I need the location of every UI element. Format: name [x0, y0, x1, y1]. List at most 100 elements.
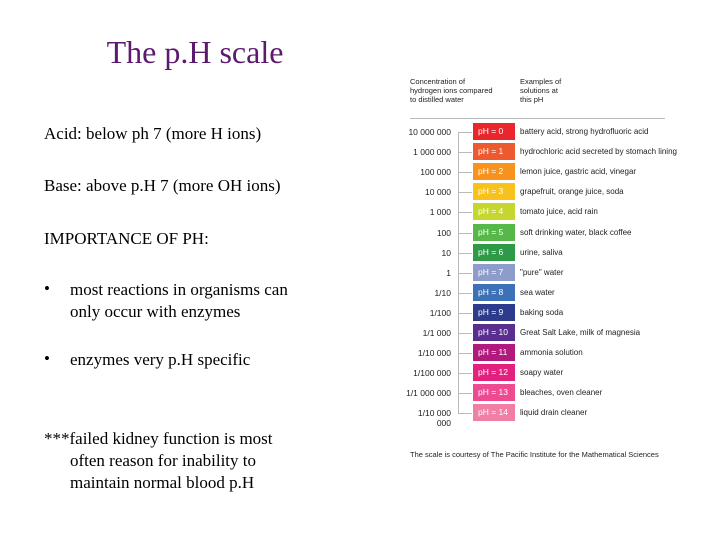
concentration-value: 10 000: [425, 187, 451, 198]
ph-row: 1 000 000 pH = 1 hydrochloric acid secrete…: [405, 142, 677, 162]
row-connector: [458, 152, 472, 154]
bullet-dot: •: [44, 349, 50, 368]
ph-row: 1 pH = 7 "pure" water: [405, 263, 665, 283]
note-line: ***failed kidney function is most: [44, 429, 273, 448]
bullet-line: only occur with enzymes: [70, 302, 241, 321]
kidney-note: ***failed kidney function is most often …: [44, 428, 273, 494]
ph-swatch: pH = 7: [473, 263, 515, 281]
example-solution: grapefruit, orange juice, soda: [520, 187, 624, 197]
ph-swatch: pH = 2: [473, 163, 515, 181]
row-connector: [458, 353, 472, 355]
importance-heading: IMPORTANCE OF PH:: [44, 229, 209, 248]
concentration-value: 1: [446, 267, 451, 278]
concentration-value: 1/100: [429, 307, 451, 318]
row-connector: [458, 333, 472, 334]
example-solution: lemon juice, gastric acid, vinegar: [520, 167, 637, 177]
ph-row: 1/10 pH = 8 sea water: [405, 283, 665, 303]
concentration-value: 1/10: [434, 287, 451, 298]
example-solution: "pure" water: [520, 267, 564, 277]
note-line: maintain normal blood p.H: [70, 473, 255, 492]
example-solution: battery acid, strong hydrofluoric acid: [520, 127, 649, 136]
concentration-value: 10 000 000: [408, 127, 451, 137]
example-solution: liquid drain cleaner: [520, 408, 588, 418]
ph-swatch: pH = 0: [473, 123, 515, 140]
ph-row: 1 000 pH = 4 tomato juice, acid rain: [405, 202, 665, 222]
concentration-value: 1/10 000 000: [417, 408, 451, 429]
header-line: hydrogen ions compared: [410, 86, 493, 95]
row-connector: [458, 373, 472, 375]
example-solution: urine, saliva: [520, 247, 563, 257]
base-definition: Base: above p.H 7 (more OH ions): [44, 175, 281, 197]
ph-swatch: pH = 12: [473, 364, 515, 382]
note-line: often reason for inability to: [70, 451, 257, 470]
row-connector: [458, 192, 472, 194]
ph-swatch: pH = 5: [473, 223, 515, 241]
acid-label: Acid: [44, 124, 78, 143]
concentration-value: 1/1 000 000: [406, 388, 451, 399]
ph-swatch: pH = 1: [473, 143, 515, 161]
acid-definition: Acid: below ph 7 (more H ions): [44, 123, 261, 145]
row-connector: [458, 172, 472, 174]
example-solution: hydrochloric acid secreted by stomach li…: [520, 147, 677, 157]
ph-row: 1/1 000 000 pH = 13 bleaches, oven cleaner: [405, 383, 665, 403]
chart-header-examples: Examples of solutions at this pH: [520, 77, 561, 104]
chart-credit: The scale is courtesy of The Pacific Ins…: [410, 450, 659, 459]
header-line: Examples of: [520, 77, 562, 86]
row-connector: [458, 413, 472, 415]
base-label: Base: [44, 176, 78, 195]
row-connector: [458, 132, 472, 133]
slide-title: The p.H scale: [106, 34, 284, 70]
ph-swatch: pH = 14: [473, 404, 515, 422]
ph-swatch: pH = 4: [473, 203, 515, 221]
row-connector: [458, 393, 472, 395]
row-connector: [458, 212, 472, 214]
row-connector: [458, 232, 472, 234]
example-solution: baking soda: [520, 307, 564, 317]
header-line: solutions at: [520, 86, 558, 95]
scale-bracket: [458, 132, 465, 414]
row-connector: [458, 292, 472, 294]
ph-row: 10 000 pH = 3 grapefruit, orange juice, so…: [405, 182, 665, 202]
ph-swatch: pH = 9: [473, 303, 515, 321]
ph-row: 1/100 pH = 9 baking soda: [405, 303, 665, 323]
ph-swatch: pH = 13: [473, 384, 515, 402]
ph-swatch: pH = 6: [473, 243, 515, 261]
concentration-value: 100: [436, 227, 451, 238]
bullet-dot: •: [44, 279, 50, 298]
example-solution: ammonia solution: [520, 348, 583, 358]
concentration-value: 100 000: [420, 167, 451, 178]
header-divider: [410, 118, 665, 119]
header-line: to distilled water: [410, 95, 464, 104]
ph-row: 10 pH = 6 urine, saliva: [405, 243, 665, 263]
ph-row: 100 000 pH = 2 lemon juice, gastric acid, …: [405, 162, 665, 182]
concentration-value: 1 000: [429, 207, 451, 218]
example-solution: Great Salt Lake, milk of magnesia: [520, 328, 641, 337]
row-connector: [458, 252, 472, 254]
ph-row: 1/1 000 pH = 10 Great Salt Lake, milk of m…: [405, 323, 665, 343]
example-solution: tomato juice, acid rain: [520, 207, 598, 217]
ph-row: 1/10 000 000 pH = 14 liquid drain cleaner: [405, 403, 665, 428]
concentration-value: 1/10 000: [417, 348, 451, 359]
ph-row: 10 000 000 pH = 0 battery acid, strong hyd…: [405, 122, 665, 142]
bullet-item: enzymes very p.H specific: [70, 350, 251, 369]
example-solution: soapy water: [520, 368, 564, 378]
row-connector: [458, 312, 472, 314]
bullet-line: most reactions in organisms can: [70, 280, 288, 299]
ph-row: 1/10 000 pH = 11 ammonia solution: [405, 343, 665, 363]
ph-swatch: pH = 10: [473, 324, 515, 341]
base-text: : above p.H 7 (more OH ions): [77, 176, 281, 195]
ph-swatch: pH = 11: [473, 344, 515, 362]
concentration-value: 1/100 000: [413, 368, 451, 379]
bullet-item: most reactions in organisms can only occ…: [70, 279, 288, 323]
header-line: Concentration of: [410, 77, 466, 86]
ph-row: 1/100 000 pH = 12 soapy water: [405, 363, 665, 383]
ph-scale-chart: Concentration of hydrogen ions compared …: [405, 74, 677, 464]
concentration-value: 1/1 000: [422, 328, 451, 338]
concentration-value: 10: [441, 247, 451, 258]
ph-swatch: pH = 3: [473, 183, 515, 201]
ph-row: 100 pH = 5 soft drinking water, black coff…: [405, 223, 665, 243]
acid-text: : below ph 7 (more H ions): [77, 124, 262, 143]
row-connector: [458, 272, 472, 274]
example-solution: bleaches, oven cleaner: [520, 388, 603, 398]
ph-swatch: pH = 8: [473, 283, 515, 301]
